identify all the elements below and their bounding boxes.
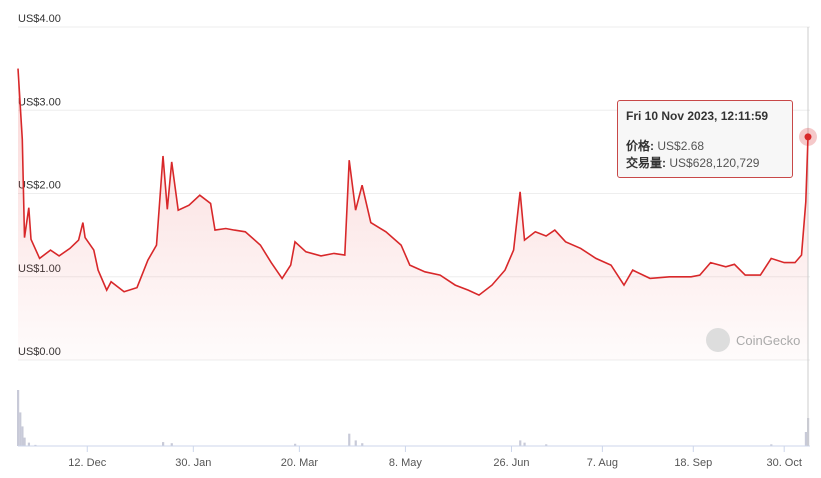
tooltip-volume-label: 交易量:	[626, 156, 666, 170]
volume-bar	[21, 426, 24, 446]
x-tick-label: 30. Oct	[766, 457, 801, 469]
volume-bar	[162, 442, 165, 446]
coingecko-logo-icon	[706, 328, 730, 352]
volume-bar	[34, 444, 37, 446]
volume-bar	[354, 440, 357, 446]
price-line	[17, 68, 809, 297]
tooltip-price-value: US$2.68	[657, 139, 705, 153]
volume-bar	[170, 443, 173, 446]
watermark-text: CoinGecko	[736, 332, 801, 348]
x-tick-label: 30. Jan	[175, 457, 211, 469]
x-tick-label: 20. Mar	[281, 457, 319, 469]
volume-bar	[519, 440, 522, 446]
volume-bar	[27, 442, 31, 446]
volume-bar	[348, 433, 351, 446]
tooltip-price-label: 价格:	[626, 139, 654, 153]
volume-bar	[361, 443, 364, 446]
tooltip-title: Fri 10 Nov 2023, 12:11:59	[626, 109, 769, 123]
y-tick-label: US$4.00	[18, 13, 61, 25]
y-tick-label: US$3.00	[18, 96, 61, 108]
volume-bar	[523, 442, 526, 446]
x-tick-label: 18. Sep	[674, 457, 712, 469]
volume-bar	[770, 444, 773, 446]
hover-point[interactable]	[804, 133, 812, 141]
price-area	[18, 68, 808, 360]
volume-bar	[545, 444, 548, 446]
x-tick-label: 7. Aug	[587, 457, 618, 469]
volume-bar	[23, 437, 26, 446]
volume-bar	[19, 412, 22, 446]
x-tick-label: 12. Dec	[68, 457, 106, 469]
tooltip-volume-value: US$628,120,729	[669, 156, 760, 170]
coingecko-watermark: CoinGecko	[706, 328, 800, 352]
y-tick-label: US$2.00	[18, 180, 61, 192]
x-tick-label: 8. May	[389, 457, 423, 469]
x-tick-label: 26. Jun	[493, 457, 529, 469]
volume-bar	[17, 390, 20, 446]
tooltip: Fri 10 Nov 2023, 12:11:59 价格: US$2.68 交易…	[617, 100, 793, 178]
volume-bar	[804, 432, 808, 446]
volume-bar	[294, 443, 297, 446]
